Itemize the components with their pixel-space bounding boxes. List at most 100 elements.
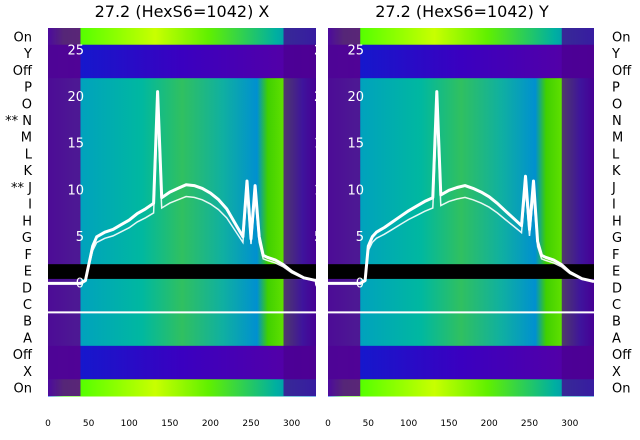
y-tick-label-right-edge: 10	[314, 183, 331, 198]
row-label: Off	[612, 64, 632, 79]
heatmap-row	[328, 44, 594, 62]
heatmap-row	[48, 128, 316, 146]
x-tick-label: 300	[283, 419, 300, 429]
row-label: On	[14, 382, 32, 397]
row-label: K	[23, 164, 32, 179]
heatmap-edge-left	[328, 28, 361, 396]
heatmap-row	[328, 345, 594, 364]
heatmap-row	[48, 145, 316, 163]
x-tick-label: 200	[202, 419, 219, 429]
row-label: I	[612, 198, 616, 213]
row-label: M	[612, 131, 623, 146]
y-tick-label-right-edge: 5	[314, 230, 322, 245]
heatmap-row	[328, 28, 594, 46]
heatmap-edge-right	[561, 28, 594, 396]
row-label: D	[612, 281, 622, 296]
x-tick-label: 100	[121, 419, 138, 429]
row-label: N	[612, 114, 622, 129]
heatmap-row	[48, 44, 316, 62]
overlay-line	[48, 90, 317, 285]
heatmap-row	[48, 312, 316, 330]
heatmap-row	[328, 94, 594, 113]
y-tick-label: 15	[347, 137, 364, 152]
heatmap-row	[328, 245, 594, 263]
heatmap-row	[48, 28, 316, 46]
y-tick-label: 20	[347, 90, 364, 105]
heatmap-edge-right	[283, 28, 316, 396]
heatmap-left	[48, 28, 316, 397]
row-label: G	[22, 231, 32, 246]
heatmap-row	[328, 212, 594, 230]
heatmap-row	[328, 128, 594, 146]
heatmap-row	[328, 145, 594, 163]
x-tick-label: 250	[242, 419, 259, 429]
heatmap-row	[328, 61, 594, 79]
row-label: B	[612, 315, 621, 330]
heatmap-row	[48, 278, 316, 297]
heatmap-row	[328, 278, 594, 297]
x-tick-label: 250	[521, 419, 538, 429]
row-label: O	[22, 97, 32, 112]
row-label: X	[612, 365, 621, 380]
overlay-lines-left	[48, 90, 317, 285]
heatmap-row	[48, 212, 316, 230]
heatmap-row	[328, 161, 594, 180]
row-label: X	[23, 365, 32, 380]
row-label: L	[612, 147, 620, 162]
heatmap-row	[328, 312, 594, 330]
heatmap-row	[48, 228, 316, 246]
x-tick-label: 300	[561, 419, 578, 429]
chart-title-right: 27.2 (HexS6=1042) Y	[375, 2, 549, 21]
row-label: On	[14, 30, 32, 45]
y-tick-label-right-edge: 15	[314, 137, 331, 152]
row-label: Off	[612, 348, 632, 363]
heatmap-right	[328, 28, 594, 397]
heatmap-row	[48, 345, 316, 364]
x-tick-label: 200	[481, 419, 498, 429]
heatmap-row	[48, 78, 316, 96]
row-label: On	[612, 30, 630, 45]
y-tick-label: 15	[67, 137, 84, 152]
heatmap-row	[328, 228, 594, 246]
chart-panel-left: 27.2 (HexS6=1042) X 0 0 5 5 10 10 15 15 20 20 25 25…	[5, 2, 330, 429]
chart-panel-right: 27.2 (HexS6=1042) Y 0 5 10 15 20 25 On Y Off PON…	[325, 2, 632, 429]
row-label: Y	[23, 47, 32, 62]
y-tick-label: 10	[67, 183, 84, 198]
row-label: P	[24, 81, 32, 96]
overlay-line	[328, 90, 595, 285]
row-label: K	[612, 164, 621, 179]
heatmap-row	[48, 329, 316, 347]
y-tick-label-right-edge: 25	[314, 44, 331, 59]
row-label: J	[611, 181, 616, 196]
x-tick-labels-left: 0 50 100 150 200 250 300	[45, 419, 300, 429]
row-label: B	[23, 315, 32, 330]
heatmap-row	[48, 295, 316, 313]
x-tick-label: 50	[83, 419, 95, 429]
heatmap-row	[48, 379, 316, 397]
row-label: A	[23, 331, 32, 346]
heatmap-black-band	[328, 264, 594, 279]
row-label: E	[612, 265, 620, 280]
heatmap-row	[328, 379, 594, 397]
row-label: P	[612, 81, 620, 96]
row-label: M	[21, 131, 32, 146]
x-tick-label: 150	[161, 419, 178, 429]
heatmap-row	[328, 111, 594, 129]
heatmap-row	[328, 78, 594, 96]
chart-title-left: 27.2 (HexS6=1042) X	[95, 2, 270, 21]
x-tick-label: 0	[45, 419, 51, 429]
y-tick-label: 10	[347, 183, 364, 198]
row-label: O	[612, 97, 622, 112]
row-label: Off	[13, 64, 33, 79]
row-label: G	[612, 231, 622, 246]
heatmap-row	[48, 245, 316, 263]
row-label: C	[612, 298, 621, 313]
heatmap-row	[48, 94, 316, 113]
heatmap-row	[328, 362, 594, 380]
row-label: A	[612, 331, 621, 346]
y-tick-label-right-edge: 0	[314, 276, 322, 291]
heatmap-edge-left	[48, 28, 81, 396]
heatmap-row	[48, 111, 316, 129]
y-tick-label: 5	[76, 230, 84, 245]
